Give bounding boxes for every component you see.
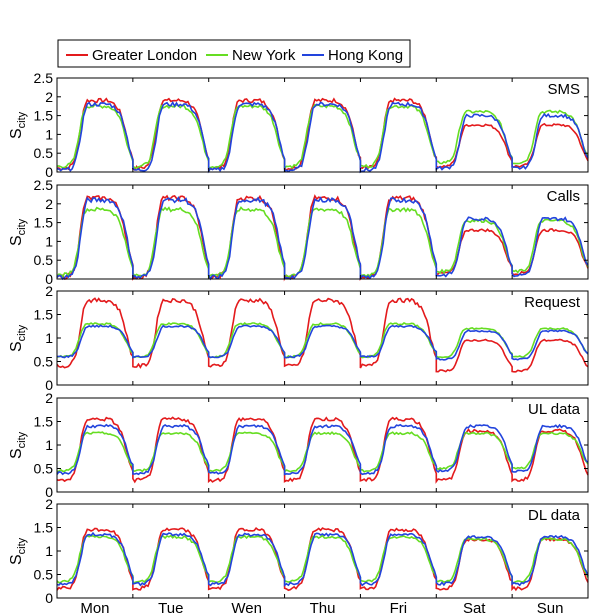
y-axis-label: Scity <box>8 324 28 352</box>
series-line-hong-kong <box>56 196 589 281</box>
series-line-hong-kong <box>56 100 589 174</box>
y-tick-label: 0.5 <box>34 567 54 583</box>
y-axis-label-sub: city <box>16 431 28 448</box>
panel-ul-data: 0 0.5 1 1.5 2 UL data Scity <box>8 390 589 500</box>
series-line-new-york <box>56 534 589 584</box>
y-tick-label: 1 <box>45 437 53 453</box>
x-tick-label: Thu <box>310 600 336 616</box>
y-axis-label: Scity <box>8 111 28 139</box>
series-line-greater-london <box>56 297 589 373</box>
x-tick-label: Mon <box>80 600 109 616</box>
y-tick-label: 1 <box>45 233 53 249</box>
y-tick-label: 0 <box>45 377 53 393</box>
panel-request: 0 0.5 1 1.5 2 Request Scity <box>8 283 589 393</box>
y-axis-label-main: S <box>8 341 25 352</box>
y-tick-label: 0 <box>45 164 53 180</box>
y-tick-label: 1.5 <box>34 414 54 430</box>
y-tick-label: 0 <box>45 271 53 287</box>
panel-frame <box>56 77 589 173</box>
y-tick-label: 2.5 <box>34 177 54 193</box>
series-line-hong-kong <box>56 423 589 476</box>
y-tick-label: 2 <box>45 390 53 406</box>
panel-title: UL data <box>528 401 581 418</box>
x-tick-label: Sat <box>463 600 486 616</box>
legend-label: Hong Kong <box>328 47 403 64</box>
panel-title: Request <box>524 294 581 311</box>
series-line-greater-london <box>56 194 589 282</box>
y-tick-label: 1.5 <box>34 520 54 536</box>
y-tick-label: 1 <box>45 126 53 142</box>
x-tick-label: Wen <box>231 600 262 616</box>
legend: Greater London New York Hong Kong <box>57 39 411 68</box>
y-tick-label: 2 <box>45 283 53 299</box>
y-tick-label: 2 <box>45 196 53 212</box>
panel-title: Calls <box>547 188 580 205</box>
panel-frame <box>56 184 589 280</box>
panel-frame <box>56 290 589 386</box>
series-line-greater-london <box>56 526 589 592</box>
y-tick-label: 0 <box>45 590 53 606</box>
y-tick-label: 0 <box>45 484 53 500</box>
y-axis-label-main: S <box>8 128 25 139</box>
panel-frame <box>56 503 589 599</box>
y-tick-label: 1.5 <box>34 215 54 231</box>
series-line-new-york <box>56 103 589 170</box>
series-line-new-york <box>56 431 589 474</box>
legend-label: New York <box>232 47 296 64</box>
y-axis-label-sub: city <box>16 218 28 235</box>
y-axis-label-main: S <box>8 554 25 565</box>
panel-title: DL data <box>528 507 581 524</box>
y-tick-label: 2 <box>45 89 53 105</box>
legend-label: Greater London <box>92 47 197 64</box>
y-tick-label: 1 <box>45 330 53 346</box>
y-axis-label: Scity <box>8 431 28 459</box>
series-line-greater-london <box>56 97 589 172</box>
series-line-new-york <box>56 206 589 279</box>
y-axis-label-sub: city <box>16 537 28 554</box>
y-tick-label: 0.5 <box>34 145 54 161</box>
series-line-hong-kong <box>56 324 589 361</box>
y-axis-label: Scity <box>8 537 28 565</box>
y-tick-label: 0.5 <box>34 461 54 477</box>
panel-title: SMS <box>547 81 580 98</box>
legend-box <box>57 39 411 68</box>
panel-dl-data: 0 0.5 1 1.5 2 DL data Scity <box>8 496 589 606</box>
y-tick-label: 1.5 <box>34 108 54 124</box>
panel-frame <box>56 397 589 493</box>
panel-sms: 0 0.5 1 1.5 2 2.5 SMS Scity <box>8 70 589 180</box>
chart-panels: 0 0.5 1 1.5 2 2.5 SMS Scity 0 0.5 1 1.5 2 2.5 Calls Sci… <box>8 70 589 606</box>
y-axis-label-sub: city <box>16 324 28 341</box>
x-axis: Mon Tue Wen Thu Fri Sat Sun <box>80 600 563 616</box>
panel-calls: 0 0.5 1 1.5 2 2.5 Calls Scity <box>8 177 589 287</box>
y-tick-label: 1.5 <box>34 307 54 323</box>
y-axis-label-main: S <box>8 235 25 246</box>
y-axis-label-main: S <box>8 448 25 459</box>
series-line-new-york <box>56 321 589 359</box>
y-axis-label: Scity <box>8 218 28 246</box>
y-tick-label: 2 <box>45 496 53 512</box>
series-line-hong-kong <box>56 531 589 587</box>
y-tick-label: 0.5 <box>34 252 54 268</box>
x-tick-label: Sun <box>537 600 564 616</box>
x-tick-label: Fri <box>390 600 408 616</box>
y-tick-label: 2.5 <box>34 70 54 86</box>
x-tick-label: Tue <box>158 600 183 616</box>
y-tick-label: 1 <box>45 543 53 559</box>
y-tick-label: 0.5 <box>34 354 54 370</box>
y-axis-label-sub: city <box>16 111 28 128</box>
